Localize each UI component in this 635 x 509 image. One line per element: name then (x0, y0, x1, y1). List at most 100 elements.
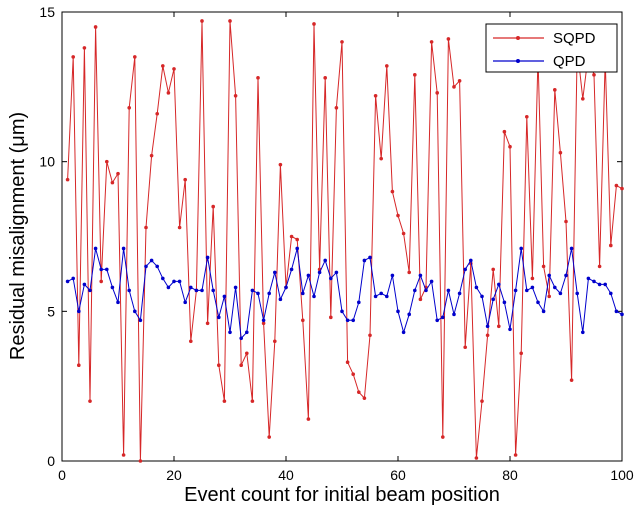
y-tick-label: 0 (47, 453, 55, 469)
data-point-qpd (345, 318, 350, 323)
x-tick-label: 40 (278, 467, 294, 483)
data-point-sqpd (161, 64, 165, 68)
series-sqpd (65, 19, 624, 463)
data-point-sqpd (71, 55, 75, 59)
data-point-sqpd (502, 129, 507, 134)
data-point-qpd (110, 285, 115, 290)
data-point-qpd (418, 273, 423, 278)
data-point-qpd (161, 276, 165, 281)
data-point-qpd (502, 300, 507, 305)
data-point-qpd (497, 282, 501, 287)
data-point-qpd (177, 279, 182, 284)
data-point-qpd (569, 246, 574, 251)
series-line-sqpd (67, 20, 623, 462)
data-point-sqpd (133, 55, 137, 59)
data-point-qpd (245, 330, 249, 335)
data-point-sqpd (452, 85, 456, 89)
data-point-sqpd (519, 351, 523, 356)
data-point-qpd (536, 300, 540, 305)
data-point-sqpd (88, 399, 92, 403)
data-point-qpd (603, 282, 607, 287)
data-point-qpd (133, 309, 137, 314)
data-point-sqpd (222, 399, 227, 403)
data-point-qpd (217, 315, 221, 320)
data-point-qpd (222, 294, 227, 299)
series-qpd (65, 246, 624, 341)
data-point-sqpd (233, 94, 238, 98)
data-point-qpd (597, 282, 602, 287)
data-point-sqpd (497, 324, 501, 329)
data-point-sqpd (116, 171, 120, 176)
data-point-sqpd (323, 76, 328, 80)
data-point-qpd (166, 285, 171, 290)
x-tick-label: 20 (166, 467, 182, 483)
data-point-qpd (194, 288, 199, 293)
data-point-sqpd (121, 453, 126, 457)
data-point-qpd (144, 264, 148, 269)
y-tick-label: 5 (47, 303, 55, 319)
data-point-qpd (317, 270, 322, 275)
x-tick-label: 60 (390, 467, 406, 483)
data-point-qpd (172, 279, 176, 284)
y-axis-label: Residual misalignment (μm) (7, 112, 29, 360)
data-point-qpd (306, 273, 311, 278)
data-point-qpd (88, 288, 92, 293)
data-point-sqpd (267, 435, 272, 439)
data-point-qpd (457, 291, 462, 296)
data-point-qpd (463, 267, 468, 272)
data-point-qpd (256, 291, 260, 296)
data-point-sqpd (581, 97, 585, 101)
data-point-qpd (558, 291, 563, 296)
data-point-qpd (435, 318, 440, 323)
data-point-sqpd (239, 363, 243, 368)
data-point-qpd (93, 246, 98, 251)
data-point-sqpd (93, 25, 98, 29)
data-point-qpd (301, 291, 305, 296)
data-point-qpd (340, 309, 344, 314)
data-point-sqpd (368, 333, 372, 338)
data-point-sqpd (530, 276, 535, 281)
data-point-sqpd (351, 372, 356, 376)
data-point-qpd (575, 291, 579, 296)
data-point-sqpd (138, 459, 143, 463)
data-point-qpd (183, 300, 187, 305)
data-point-qpd (329, 276, 333, 281)
data-point-qpd (105, 267, 109, 272)
data-point-qpd (469, 258, 473, 263)
plot-area (61, 11, 623, 462)
x-tick-label: 80 (502, 467, 518, 483)
data-point-sqpd (357, 390, 361, 394)
data-point-sqpd (390, 189, 395, 194)
data-point-sqpd (457, 79, 462, 83)
data-point-qpd (620, 312, 624, 317)
data-point-sqpd (189, 339, 193, 344)
data-point-sqpd (65, 177, 70, 182)
data-point-sqpd (250, 399, 255, 403)
data-point-sqpd (99, 279, 103, 284)
y-tick-label: 15 (39, 4, 55, 20)
data-point-sqpd (401, 231, 406, 236)
data-point-qpd (519, 246, 523, 251)
data-point-qpd (362, 258, 367, 263)
data-point-qpd (278, 297, 283, 302)
data-point-sqpd (295, 237, 300, 242)
data-point-qpd (396, 309, 400, 314)
data-point-sqpd (592, 73, 596, 77)
legend-marker-qpd (516, 59, 520, 63)
data-point-qpd (609, 291, 613, 296)
data-point-qpd (77, 309, 81, 314)
data-point-sqpd (77, 363, 81, 368)
data-point-qpd (357, 300, 361, 305)
data-point-qpd (446, 288, 451, 293)
data-point-sqpd (329, 315, 333, 320)
data-point-sqpd (474, 456, 479, 460)
data-point-sqpd (441, 435, 445, 439)
data-point-qpd (82, 282, 87, 287)
data-point-sqpd (491, 267, 496, 272)
data-point-sqpd (463, 345, 468, 350)
data-point-qpd (323, 258, 328, 263)
data-point-qpd (233, 285, 238, 290)
data-point-qpd (508, 327, 512, 332)
data-point-qpd (541, 309, 546, 314)
data-point-qpd (452, 312, 456, 317)
